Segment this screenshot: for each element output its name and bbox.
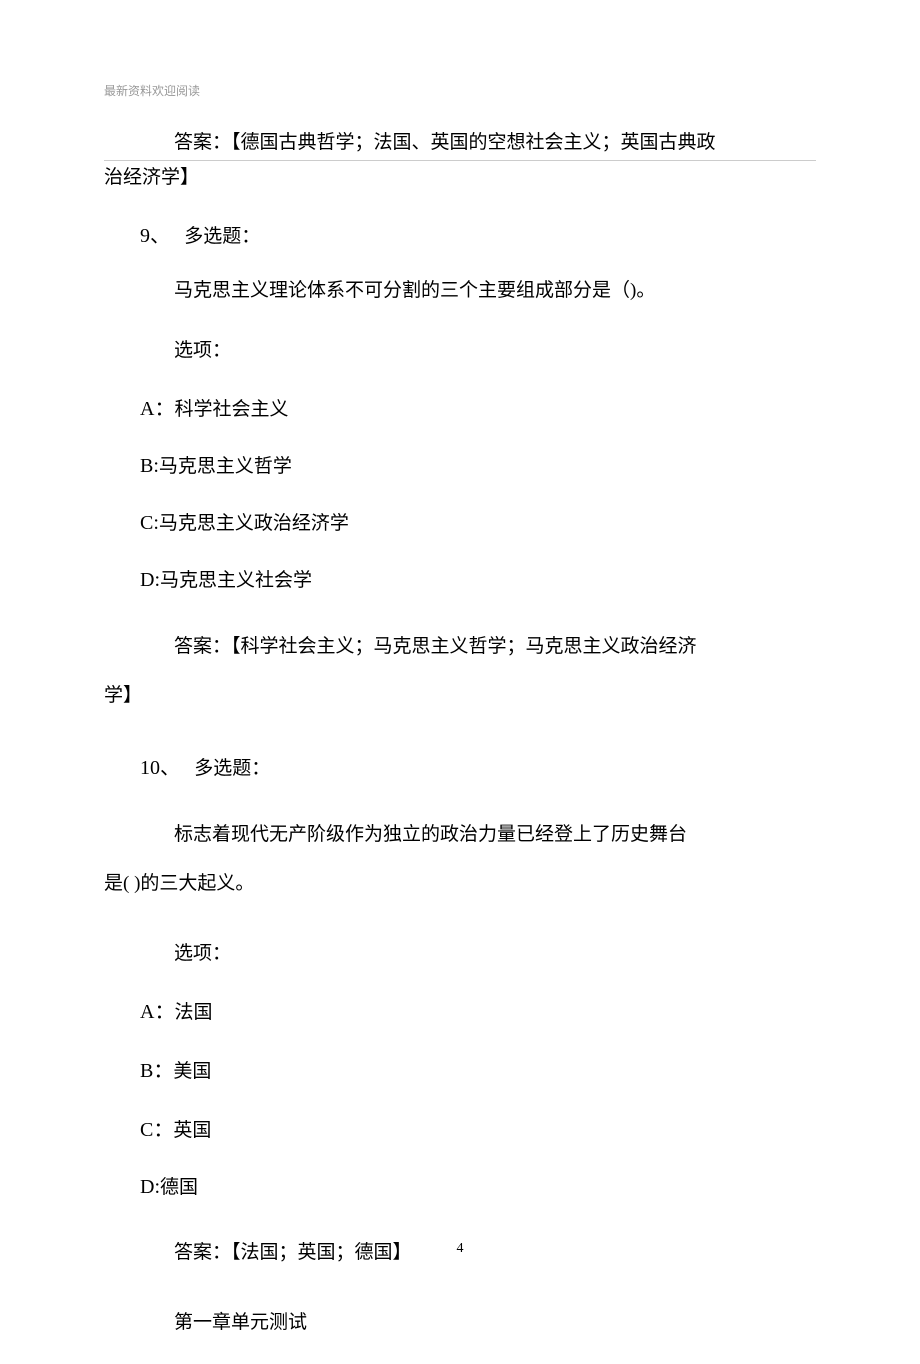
q10-option-a: A：法国: [104, 995, 816, 1024]
q9-number: 9、: [140, 225, 170, 247]
q9-stem: 马克思主义理论体系不可分割的三个主要组成部分是（)。: [104, 278, 816, 305]
q10-option-c: C：英国: [104, 1113, 816, 1142]
q9-opta-text: 科学社会主义: [174, 399, 288, 420]
q8-answer-line1: 答案：【德国古典哲学；法国、英国的空想社会主义；英国古典政: [104, 130, 816, 161]
q10-optc-letter: C：: [140, 1119, 173, 1141]
q10-optc-text: 英国: [173, 1120, 211, 1141]
q10-optb-text: 美国: [173, 1061, 211, 1082]
q9-optd-letter: D:: [140, 569, 160, 591]
q10-type: 多选题：: [194, 758, 270, 779]
q9-option-d: D:马克思主义社会学: [104, 565, 816, 592]
q9-type: 多选题：: [184, 226, 260, 247]
q10-number: 10、: [140, 757, 180, 779]
q10-option-d: D:德国: [104, 1172, 816, 1199]
q10-options-label: 选项：: [104, 938, 816, 965]
q9-number-row: 9、 多选题：: [104, 219, 816, 248]
q9-answer-part2: 学】: [104, 671, 816, 720]
document-content: 答案：【德国古典哲学；法国、英国的空想社会主义；英国古典政 治经济学】 9、 多…: [104, 130, 816, 1364]
q9-option-c: C:马克思主义政治经济学: [104, 508, 816, 535]
q8-answer-line2: 治经济学】: [104, 161, 816, 192]
q10-number-row: 10、 多选题：: [104, 751, 816, 780]
q10-option-b: B：美国: [104, 1054, 816, 1083]
q9-answer: 答案：【科学社会主义；马克思主义哲学；马克思主义政治经济 学】: [104, 622, 816, 721]
q9-optd-text: 马克思主义社会学: [160, 570, 312, 591]
q10-stem-part2: 是( )的三大起义。: [104, 859, 816, 908]
q9-optb-letter: B:: [140, 455, 159, 477]
q10-optd-letter: D:: [140, 1176, 160, 1198]
q9-option-a: A：科学社会主义: [104, 392, 816, 421]
q10-opta-letter: A：: [140, 1001, 174, 1023]
q10-optb-letter: B：: [140, 1060, 173, 1082]
page-header-text: 最新资料欢迎阅读: [104, 82, 200, 99]
q9-optc-letter: C:: [140, 512, 159, 534]
chapter-title: 第一章单元测试: [104, 1307, 816, 1334]
q10-opta-text: 法国: [174, 1002, 212, 1023]
q9-optb-text: 马克思主义哲学: [159, 456, 292, 477]
q10-stem: 标志着现代无产阶级作为独立的政治力量已经登上了历史舞台 是( )的三大起义。: [104, 810, 816, 909]
q9-opta-letter: A：: [140, 398, 174, 420]
q10-stem-part1: 标志着现代无产阶级作为独立的政治力量已经登上了历史舞台: [104, 810, 816, 859]
q9-option-b: B:马克思主义哲学: [104, 451, 816, 478]
q9-optc-text: 马克思主义政治经济学: [159, 513, 349, 534]
page-number: 4: [0, 1241, 920, 1257]
q9-answer-part1: 答案：【科学社会主义；马克思主义哲学；马克思主义政治经济: [104, 636, 697, 657]
q8-answer: 答案：【德国古典哲学；法国、英国的空想社会主义；英国古典政 治经济学】: [104, 130, 816, 191]
q9-options-label: 选项：: [104, 335, 816, 362]
q10-optd-text: 德国: [160, 1177, 198, 1198]
